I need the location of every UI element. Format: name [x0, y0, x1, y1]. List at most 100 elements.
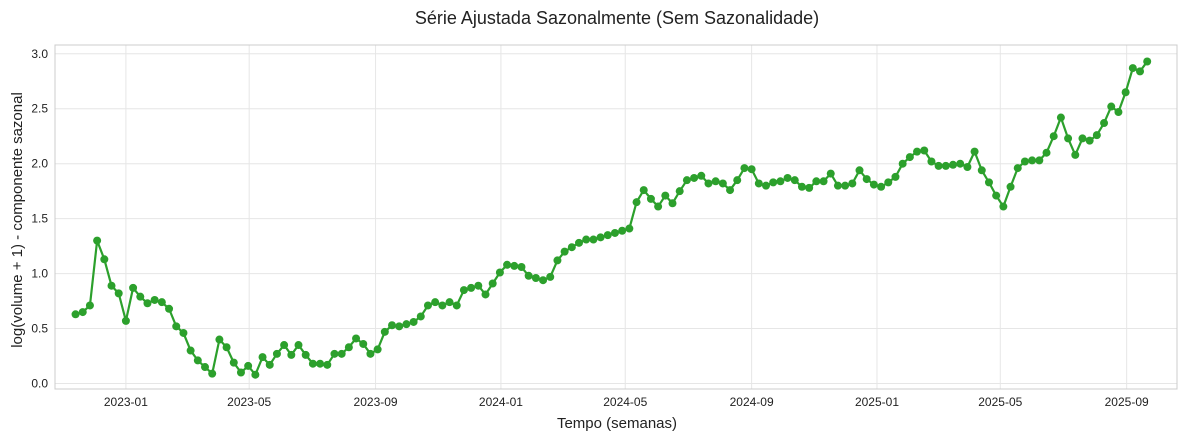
x-tick-label: 2025-05 [978, 395, 1022, 409]
data-point [539, 276, 548, 285]
data-point [1049, 132, 1058, 141]
data-point [244, 361, 253, 370]
data-point [1071, 150, 1080, 159]
data-point [1042, 148, 1051, 157]
data-point [459, 286, 468, 295]
data-point [323, 360, 332, 369]
data-point [560, 247, 569, 256]
data-point [280, 341, 289, 350]
x-tick-label: 2024-09 [730, 395, 774, 409]
data-point [71, 310, 80, 319]
data-point [783, 173, 792, 182]
data-point [941, 161, 950, 170]
data-point [100, 255, 109, 264]
y-tick-label: 0.0 [31, 377, 48, 391]
data-point [531, 274, 540, 282]
x-tick-label: 2024-05 [603, 395, 647, 409]
data-point [553, 256, 562, 265]
data-point [632, 198, 641, 207]
data-point [294, 341, 303, 350]
data-point [575, 238, 584, 247]
y-axis-ticks: 0.0 0.5 1.0 1.5 2.0 2.5 3.0 [31, 47, 48, 391]
data-point [797, 182, 806, 191]
data-point [984, 178, 993, 187]
data-point [769, 178, 778, 187]
data-point [675, 187, 684, 196]
data-point [1078, 134, 1087, 143]
data-point [215, 335, 224, 344]
data-point [826, 169, 835, 178]
data-point [848, 179, 857, 188]
data-point [869, 180, 878, 189]
data-point [344, 343, 353, 352]
data-point [136, 292, 145, 301]
data-point [920, 146, 929, 155]
data-point [193, 356, 202, 365]
data-point [927, 157, 936, 166]
data-point [1121, 88, 1130, 97]
data-point [970, 147, 979, 156]
data-point [762, 181, 771, 190]
plot-frame [54, 44, 1178, 390]
data-point [474, 281, 483, 290]
data-point [668, 199, 677, 208]
data-point [85, 301, 94, 310]
data-point [172, 322, 181, 331]
data-point [222, 343, 231, 352]
data-point [934, 161, 943, 170]
y-tick-label: 1.5 [31, 212, 48, 226]
data-point [913, 147, 922, 156]
data-point [229, 358, 238, 367]
x-tick-label: 2024-01 [479, 395, 523, 409]
data-point [877, 182, 886, 191]
data-point [121, 316, 130, 325]
x-tick-label: 2023-05 [227, 395, 271, 409]
data-point [589, 235, 598, 244]
data-point [402, 320, 411, 329]
data-point [438, 301, 447, 310]
data-point [1085, 136, 1094, 145]
data-point [150, 295, 159, 304]
data-point [481, 290, 490, 299]
chart-title: Série Ajustada Sazonalmente (Sem Sazonal… [415, 8, 819, 28]
data-point [524, 271, 533, 280]
data-point [373, 345, 382, 354]
data-point [661, 191, 670, 200]
y-tick-label: 2.0 [31, 157, 48, 171]
data-point [330, 349, 339, 358]
data-point [977, 166, 986, 175]
data-point [690, 173, 699, 182]
data-point [510, 261, 519, 270]
data-point [646, 194, 655, 203]
data-point [1013, 164, 1022, 173]
data-point [833, 181, 842, 190]
data-point [301, 350, 310, 359]
data-point [862, 175, 871, 184]
data-point [143, 299, 152, 308]
y-tick-label: 3.0 [31, 47, 48, 61]
data-point [1064, 134, 1073, 143]
data-point [1136, 67, 1145, 76]
data-point [567, 243, 576, 252]
data-point [805, 183, 814, 192]
data-point [704, 179, 713, 188]
data-point [186, 346, 195, 355]
data-point [236, 368, 245, 377]
data-point [337, 349, 346, 358]
data-point [726, 186, 735, 195]
data-point [308, 359, 317, 368]
data-point [841, 181, 850, 190]
data-point [1006, 182, 1015, 191]
data-point [488, 279, 497, 288]
data-point [445, 298, 454, 307]
data-point [891, 172, 900, 181]
data-point [654, 202, 663, 211]
data-point [517, 263, 526, 272]
data-point [711, 177, 720, 186]
data-point [956, 159, 965, 168]
data-point [1128, 64, 1137, 73]
data-point [1020, 157, 1029, 166]
data-point [431, 298, 440, 307]
y-axis-title: log(volume + 1) - componente sazonal [9, 92, 26, 348]
